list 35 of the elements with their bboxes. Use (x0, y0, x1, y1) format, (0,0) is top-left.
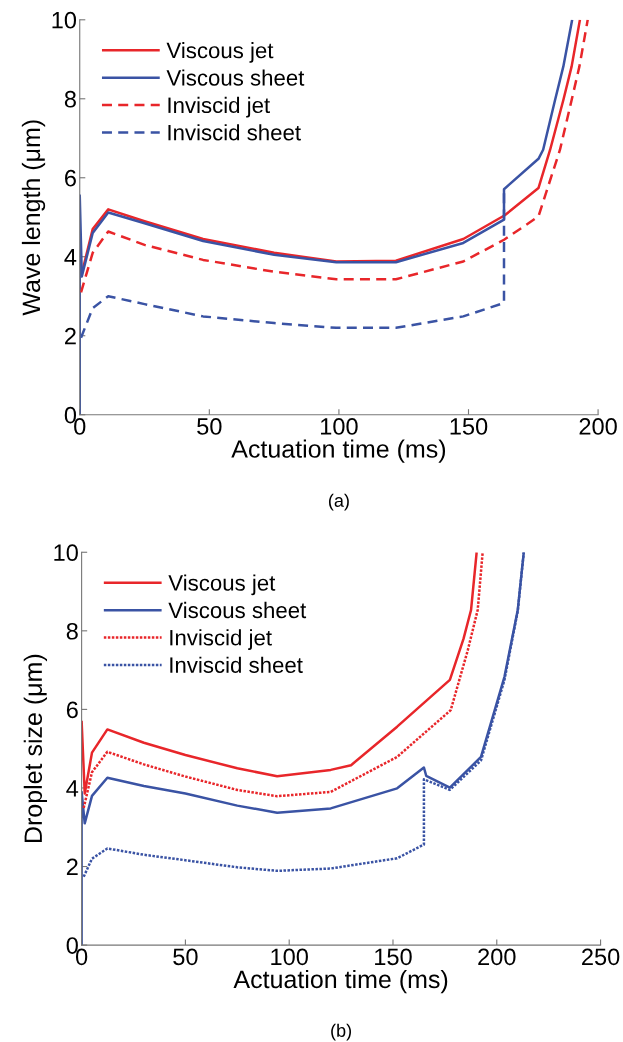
legend-label: Viscous sheet (168, 601, 307, 619)
y-tick-label: 6 (65, 169, 76, 187)
text: (a) (329, 493, 349, 511)
y-tick-label: 0 (66, 937, 78, 954)
y-axis-title: Wave length (μm) (21, 120, 46, 316)
x-tick-label: 50 (197, 418, 222, 435)
y-tick-label: 0 (64, 406, 77, 424)
legend-label: Viscous jet (166, 42, 274, 63)
x-tick-label: 200 (478, 948, 516, 966)
y-axis-title: Droplet size (μm) (23, 654, 48, 843)
y-tick-label: 10 (54, 544, 78, 562)
legend-label: Inviscid jet (168, 96, 270, 118)
x-tick-label: 100 (271, 948, 308, 966)
x-tick-label: 200 (579, 418, 617, 435)
y-tick-label: 4 (66, 780, 79, 797)
y-tick-label: 6 (66, 701, 78, 719)
text: (b) (331, 1023, 352, 1041)
y-tick-label: 4 (64, 249, 77, 266)
y-tick-label: 8 (66, 622, 78, 640)
x-axis-title: Actuation time (ms) (233, 969, 448, 994)
legend-label: Inviscid sheet (168, 124, 301, 141)
x-tick-label: 100 (321, 418, 358, 435)
y-tick-label: 2 (66, 858, 78, 876)
y-tick-label: 2 (65, 327, 76, 345)
x-tick-label: 50 (173, 948, 198, 966)
x-axis-title: Actuation time (ms) (231, 439, 446, 463)
legend-label: Inviscid sheet (170, 656, 303, 673)
legend-label: Inviscid jet (170, 629, 272, 650)
legend-label: Viscous jet (168, 574, 276, 596)
x-tick-label: 250 (582, 948, 620, 966)
y-tick-label: 10 (52, 11, 77, 29)
y-tick-label: 8 (64, 90, 76, 108)
legend-label: Viscous sheet (166, 69, 305, 86)
x-tick-label: 150 (375, 948, 412, 966)
x-tick-label: 150 (450, 418, 488, 435)
